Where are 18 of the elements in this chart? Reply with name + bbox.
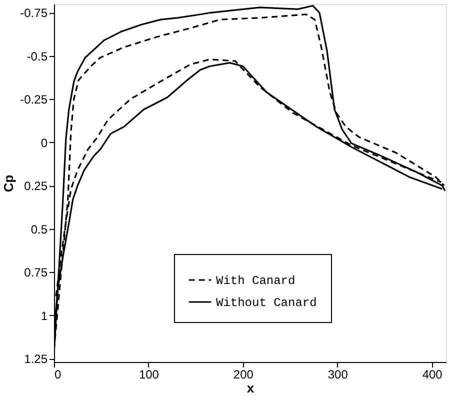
y-tick-label: 1 (40, 308, 48, 323)
legend-label: Without Canard (216, 296, 317, 310)
y-tick-label: 1.25 (24, 352, 48, 366)
x-tick-label: 200 (233, 368, 254, 382)
x-tick-label: 300 (328, 368, 348, 382)
y-tick-label: -0.5 (26, 49, 48, 64)
x-tick-label: 400 (422, 368, 443, 382)
y-tick-label: 0 (40, 136, 48, 150)
y-tick-label: 0.25 (24, 179, 48, 194)
y-tick-label: -0.75 (20, 6, 48, 20)
y-axis-title: Cp (1, 174, 16, 192)
x-axis-title: x (246, 380, 255, 396)
x-tick-label: 100 (138, 368, 160, 382)
x-tick-label: 0 (54, 368, 62, 382)
y-tick-label: 0.5 (30, 222, 48, 236)
y-tick-label: 0.75 (24, 266, 48, 280)
y-tick-label: -0.25 (20, 92, 48, 107)
legend-label: With Canard (216, 274, 296, 288)
